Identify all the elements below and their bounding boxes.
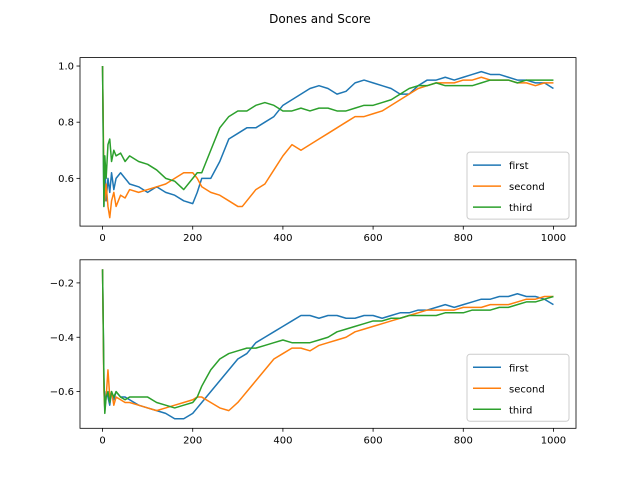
axes-frame [79,259,577,429]
y-tick-label: −0.6 [50,387,74,398]
series-line-first [101,269,554,420]
y-tick-label: −0.2 [50,278,74,289]
panel-top: 0 200 400 600 800 1000 0.6 0.8 1.0 first second thi… [58,57,577,244]
series-line-first [101,66,554,208]
x-tick-label: 1000 [541,435,566,446]
legend-box [466,353,570,422]
y-tick-label: 1.0 [58,62,74,73]
legend-label-third: third [509,203,532,214]
x-tick-label: 200 [183,435,202,446]
x-tick-label: 400 [273,233,292,244]
legend-label-second: second [509,182,545,193]
x-tick-label: 1000 [541,233,566,244]
series-line-third [101,269,554,415]
x-tick-label: 400 [273,435,292,446]
x-tick-label: 800 [454,233,473,244]
series-line-second [101,269,554,412]
x-tick-label: 0 [99,435,105,446]
y-tick-label: 0.8 [58,118,74,129]
panel-bottom: 0 200 400 600 800 1000 −0.6 −0.4 −0.2 first second… [50,259,577,446]
legend-label-second: second [509,384,545,395]
legend-box [466,151,570,220]
series-line-third [101,66,554,208]
legend-label-first: first [509,363,529,374]
figure-suptitle: Dones and Score [269,12,371,26]
x-tick-label: 600 [364,435,383,446]
y-tick-label: 0.6 [58,174,74,185]
legend-label-first: first [509,161,529,172]
x-tick-label: 0 [99,233,105,244]
x-tick-label: 800 [454,435,473,446]
x-tick-label: 600 [364,233,383,244]
series-line-second [101,66,554,219]
legend-label-third: third [509,405,532,416]
axes-frame [79,57,577,227]
x-tick-label: 200 [183,233,202,244]
y-tick-label: −0.4 [50,333,74,344]
